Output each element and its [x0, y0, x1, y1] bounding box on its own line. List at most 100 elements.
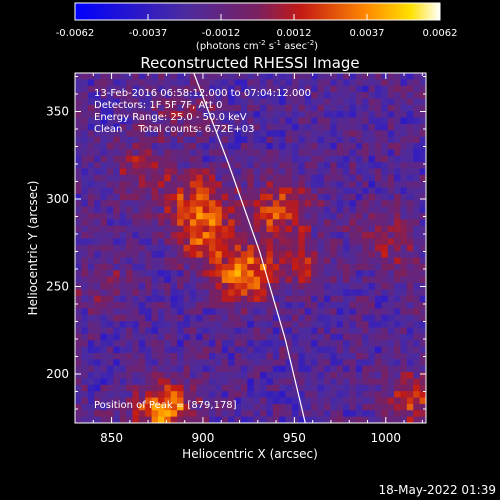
- heatmap-cell: [106, 359, 114, 367]
- heatmap-cell: [247, 365, 255, 373]
- heatmap-cell: [100, 168, 108, 176]
- heatmap-cell: [87, 232, 95, 240]
- heatmap-cell: [151, 98, 159, 106]
- heatmap-cell: [362, 213, 370, 220]
- heatmap-cell: [355, 333, 363, 341]
- heatmap-cell: [94, 104, 102, 112]
- heatmap-cell: [343, 98, 351, 106]
- heatmap-cell: [323, 104, 331, 112]
- heatmap-cell: [304, 308, 312, 316]
- heatmap-cell: [298, 295, 306, 303]
- heatmap-cell: [330, 378, 338, 386]
- heatmap-cell: [266, 346, 274, 354]
- heatmap-cell: [81, 270, 89, 278]
- heatmap-cell: [298, 263, 306, 271]
- heatmap-cell: [323, 85, 331, 93]
- heatmap-cell: [202, 283, 210, 290]
- heatmap-cell: [196, 104, 204, 112]
- heatmap-cell: [215, 384, 223, 392]
- heatmap-cell: [157, 168, 165, 176]
- heatmap-cell: [253, 346, 261, 354]
- heatmap-cell: [330, 136, 338, 144]
- heatmap-cell: [253, 403, 261, 411]
- heatmap-cell: [145, 333, 153, 341]
- heatmap-cell: [304, 302, 312, 310]
- heatmap-cell: [349, 257, 357, 265]
- heatmap-cell: [126, 187, 134, 195]
- heatmap-cell: [336, 295, 344, 303]
- y-axis-label: Heliocentric Y (arcsec): [26, 181, 40, 316]
- heatmap-cell: [355, 92, 363, 100]
- heatmap-cell: [202, 143, 210, 150]
- heatmap-cell: [94, 391, 102, 399]
- heatmap-cell: [119, 340, 127, 348]
- heatmap-cell: [279, 219, 287, 227]
- heatmap-cell: [151, 225, 159, 233]
- heatmap-cell: [215, 321, 223, 329]
- heatmap-cell: [253, 149, 261, 157]
- heatmap-cell: [183, 79, 191, 87]
- heatmap-cell: [221, 206, 229, 214]
- heatmap-cell: [75, 276, 82, 284]
- heatmap-cell: [234, 251, 242, 259]
- heatmap-cell: [413, 384, 421, 392]
- heatmap-cell: [151, 162, 159, 170]
- heatmap-cell: [279, 206, 287, 214]
- heatmap-cell: [362, 98, 370, 106]
- heatmap-cell: [323, 416, 331, 423]
- heatmap-cell: [279, 365, 287, 373]
- heatmap-cell: [138, 206, 146, 214]
- heatmap-cell: [126, 200, 134, 208]
- heatmap-cell: [323, 372, 331, 380]
- heatmap-cell: [291, 308, 299, 316]
- heatmap-cell: [196, 327, 204, 335]
- heatmap-cell: [406, 283, 414, 290]
- heatmap-cell: [132, 92, 140, 100]
- heatmap-cell: [253, 181, 261, 189]
- heatmap-cell: [311, 85, 319, 93]
- heatmap-cell: [228, 73, 236, 80]
- heatmap-cell: [157, 187, 165, 195]
- heatmap-cell: [285, 263, 293, 271]
- heatmap-cell: [113, 397, 121, 405]
- heatmap-cell: [298, 244, 306, 252]
- heatmap-cell: [260, 314, 268, 322]
- heatmap-cell: [164, 130, 172, 138]
- heatmap-cell: [240, 130, 248, 138]
- heatmap-cell: [419, 225, 426, 233]
- heatmap-cell: [94, 79, 102, 87]
- heatmap-cell: [106, 384, 114, 392]
- heatmap-cell: [400, 187, 408, 195]
- heatmap-cell: [260, 365, 268, 373]
- heatmap-cell: [279, 143, 287, 150]
- heatmap-cell: [330, 403, 338, 411]
- heatmap-cell: [362, 327, 370, 335]
- heatmap-cell: [279, 289, 287, 297]
- heatmap-cell: [126, 213, 134, 220]
- heatmap-cell: [400, 372, 408, 380]
- heatmap-cell: [311, 295, 319, 303]
- heatmap-cell: [183, 365, 191, 373]
- heatmap-cell: [343, 308, 351, 316]
- heatmap-cell: [119, 232, 127, 240]
- solar-limb-line: [193, 73, 306, 423]
- heatmap-cell: [272, 92, 280, 100]
- heatmap-cell: [323, 340, 331, 348]
- heatmap-cell: [202, 359, 210, 367]
- heatmap-cell: [132, 149, 140, 157]
- heatmap-cell: [209, 416, 216, 423]
- heatmap-cell: [202, 340, 210, 348]
- heatmap-cell: [157, 270, 165, 278]
- heatmap-cell: [87, 143, 95, 150]
- heatmap-cell: [406, 193, 414, 201]
- heatmap-cell: [100, 136, 108, 144]
- heatmap-cell: [362, 244, 370, 252]
- heatmap-cell: [272, 111, 280, 119]
- heatmap-cell: [94, 98, 102, 106]
- heatmap-cell: [145, 79, 153, 87]
- heatmap-cell: [119, 397, 127, 405]
- heatmap-cell: [304, 384, 312, 392]
- heatmap-cell: [151, 213, 159, 220]
- heatmap-cell: [170, 219, 178, 227]
- heatmap-cell: [304, 98, 312, 106]
